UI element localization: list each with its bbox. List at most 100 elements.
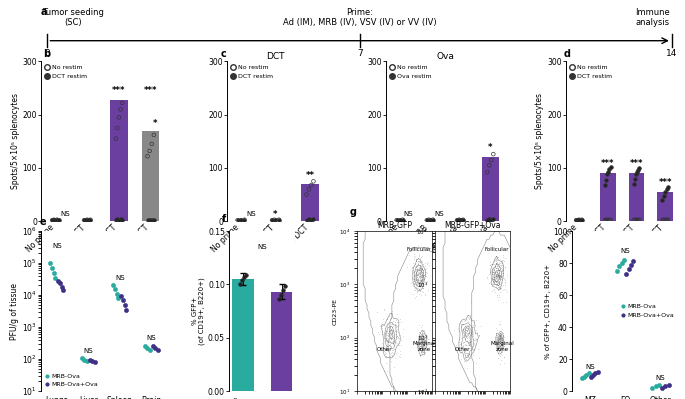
Point <box>414 277 425 283</box>
Point <box>376 340 387 346</box>
Point <box>275 292 286 298</box>
Point <box>395 342 406 348</box>
Point <box>486 265 497 272</box>
Point <box>462 350 473 356</box>
Point <box>585 373 596 380</box>
Point <box>410 275 421 281</box>
Point <box>493 272 503 278</box>
Point <box>410 280 421 287</box>
Point <box>416 351 427 357</box>
Point <box>417 281 428 287</box>
Point <box>417 274 428 280</box>
Point <box>393 342 403 348</box>
Point <box>410 264 421 271</box>
Point <box>630 217 640 223</box>
Point <box>494 260 505 266</box>
Point <box>414 264 425 271</box>
Point <box>414 346 425 352</box>
Point <box>494 272 505 278</box>
Point <box>412 277 423 283</box>
Text: NS: NS <box>247 211 256 217</box>
Point <box>414 333 425 339</box>
Point <box>414 257 425 264</box>
Point <box>416 271 427 278</box>
Point <box>384 328 395 335</box>
Point <box>650 383 661 389</box>
Point <box>656 385 667 391</box>
Point <box>393 318 403 325</box>
Text: NS: NS <box>404 211 414 217</box>
Point <box>460 342 471 348</box>
Point <box>412 276 423 282</box>
Point <box>115 216 126 222</box>
Point <box>495 286 506 292</box>
Point <box>417 338 428 344</box>
Point <box>421 217 432 223</box>
Point <box>414 273 425 279</box>
Point <box>487 264 498 271</box>
Point <box>495 282 506 288</box>
Text: NS: NS <box>115 275 125 281</box>
Point <box>421 344 432 350</box>
Point <box>464 351 475 358</box>
Text: Follicular: Follicular <box>485 247 509 252</box>
Point <box>486 281 497 287</box>
Point <box>412 270 423 277</box>
Point <box>484 262 495 268</box>
Point <box>116 100 127 106</box>
Point <box>453 217 464 223</box>
Point <box>495 336 506 342</box>
Point <box>386 332 397 338</box>
Point <box>409 277 420 283</box>
Point <box>490 278 501 284</box>
Point <box>232 217 243 223</box>
Point <box>493 271 503 277</box>
Point <box>416 345 427 351</box>
Point <box>490 275 501 282</box>
Point <box>409 268 420 275</box>
Point <box>147 217 158 223</box>
Point <box>499 280 510 286</box>
Point <box>412 258 423 265</box>
Point <box>461 332 472 338</box>
Point <box>492 294 503 300</box>
Point <box>425 217 436 223</box>
Point <box>460 340 471 347</box>
Point <box>486 275 497 281</box>
Point <box>456 334 467 340</box>
Point <box>497 333 508 340</box>
Point <box>460 329 471 335</box>
Point <box>462 338 473 344</box>
Point <box>493 267 504 273</box>
Point <box>419 333 429 339</box>
Point <box>490 269 501 275</box>
Point <box>495 256 506 262</box>
Point <box>388 334 399 340</box>
Point <box>462 347 473 354</box>
Point <box>496 351 507 357</box>
Point <box>601 217 612 223</box>
Point <box>417 273 428 279</box>
Point <box>490 289 501 296</box>
Point <box>384 316 395 322</box>
Point <box>416 269 427 276</box>
Point <box>411 265 422 271</box>
Point <box>456 321 466 327</box>
Point <box>417 273 428 280</box>
Point <box>469 340 479 346</box>
Point <box>489 269 500 275</box>
Text: *: * <box>488 143 493 152</box>
Point <box>619 257 630 263</box>
Point <box>415 279 426 285</box>
Point <box>490 281 501 287</box>
Point <box>394 354 405 360</box>
Point <box>494 333 505 340</box>
Point <box>495 345 506 352</box>
Point <box>392 329 403 336</box>
Point <box>458 325 469 332</box>
Point <box>82 358 92 364</box>
Point <box>492 265 503 271</box>
Point <box>659 217 670 223</box>
Bar <box>629 173 645 221</box>
Point <box>492 255 503 261</box>
